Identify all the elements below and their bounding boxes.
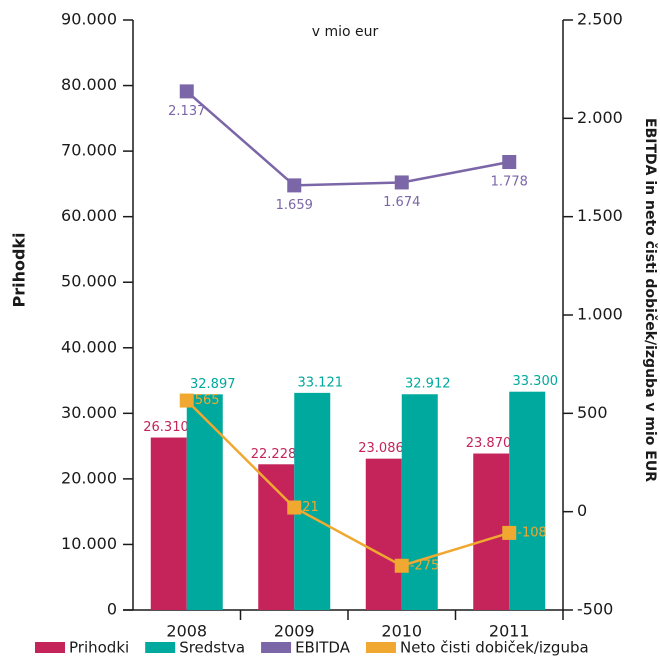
data-label: 2.137 (168, 104, 205, 119)
bar (186, 394, 223, 610)
data-label: 23.086 (358, 441, 404, 456)
y2-tick-label: -500 (577, 600, 613, 619)
legend-swatch (35, 642, 65, 653)
data-label: 1.674 (383, 195, 420, 210)
data-label: 33.121 (298, 375, 344, 390)
chart-title: v mio eur (312, 24, 379, 40)
y-axis-title: Prihodki (10, 232, 29, 307)
marker (179, 393, 194, 408)
legend-swatch (145, 642, 176, 653)
x-tick-label: 2010 (381, 622, 422, 641)
marker (502, 154, 517, 169)
data-label: 1.659 (276, 198, 313, 213)
data-label: 1.778 (491, 174, 528, 189)
bar (150, 437, 187, 610)
legend-label: Sredstva (179, 639, 245, 657)
y-tick-label: 50.000 (61, 272, 117, 291)
y-tick-label: 80.000 (61, 75, 117, 94)
y2-tick-label: 2.000 (577, 108, 623, 127)
data-label: -108 (517, 525, 547, 540)
bar (401, 394, 438, 610)
marker (179, 84, 194, 99)
y2-tick-label: 1.500 (577, 206, 623, 225)
legend-swatch (365, 642, 396, 653)
marker (287, 500, 302, 515)
y2-tick-label: 1.000 (577, 305, 623, 324)
data-label: 565 (195, 393, 220, 408)
bar (509, 391, 546, 610)
y-tick-label: 0 (107, 600, 117, 619)
bar (258, 464, 295, 610)
data-label: 23.870 (466, 436, 512, 451)
data-label: 32.897 (190, 377, 236, 392)
data-label: -275 (410, 558, 440, 573)
legend-label: Prihodki (69, 639, 129, 657)
data-label: 26.310 (143, 420, 189, 435)
y2-tick-label: 500 (577, 403, 608, 422)
line (185, 399, 510, 568)
y-tick-label: 60.000 (61, 206, 117, 225)
line (185, 90, 510, 187)
legend-swatch (261, 642, 292, 653)
x-tick-label: 2008 (166, 622, 207, 641)
legend-label: Neto čisti dobiček/izguba (400, 639, 589, 657)
y-tick-label: 10.000 (61, 534, 117, 553)
marker (287, 178, 302, 193)
y2-tick-label: 2.500 (577, 10, 623, 29)
legend-label: EBITDA (295, 639, 351, 657)
marker (502, 525, 517, 540)
bar (365, 458, 402, 610)
y-tick-label: 70.000 (61, 141, 117, 160)
y-tick-label: 90.000 (61, 10, 117, 29)
data-label: 21 (302, 500, 319, 515)
data-label: 22.228 (251, 447, 297, 462)
data-label: 32.912 (405, 377, 451, 392)
marker (394, 558, 409, 573)
y-tick-label: 30.000 (61, 403, 117, 422)
x-tick-label: 2011 (489, 622, 530, 641)
marker (394, 175, 409, 190)
y-tick-label: 20.000 (61, 468, 117, 487)
y2-axis-title: EBITDA in neto čisti dobiček/izguba v mi… (642, 118, 658, 482)
y-tick-label: 40.000 (61, 337, 117, 356)
x-tick-label: 2009 (274, 622, 315, 641)
y2-tick-label: 0 (577, 501, 587, 520)
data-label: 33.300 (513, 374, 559, 389)
